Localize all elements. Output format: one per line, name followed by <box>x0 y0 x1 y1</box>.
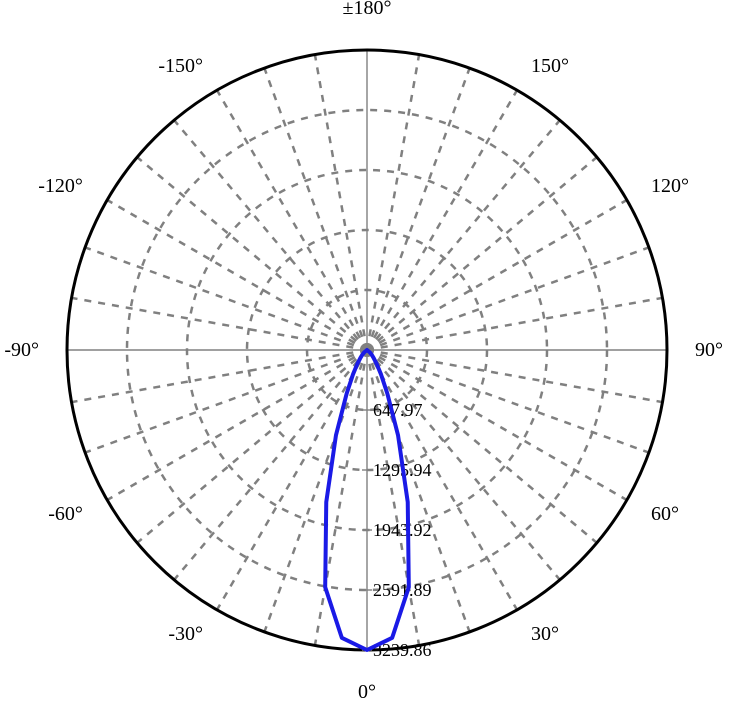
ring-label: 1943.92 <box>373 520 432 540</box>
angle-label: 120° <box>651 175 689 197</box>
angle-label: -150° <box>158 55 203 77</box>
ring-label: 647.97 <box>373 400 423 420</box>
angle-label: 90° <box>695 339 723 361</box>
polar-chart: 647.971295.941943.922591.893239.86±180°0… <box>0 0 735 708</box>
angle-label: -90° <box>4 339 39 361</box>
angle-label: -60° <box>48 503 83 525</box>
angle-label: ±180° <box>343 0 392 19</box>
angle-label: 0° <box>358 681 376 703</box>
angle-label: 30° <box>531 623 559 645</box>
angle-label: 60° <box>651 503 679 525</box>
angle-label: -120° <box>38 175 83 197</box>
ring-label: 2591.89 <box>373 580 432 600</box>
angle-label: -30° <box>168 623 203 645</box>
angle-label: 150° <box>531 55 569 77</box>
polar-chart-svg: 647.971295.941943.922591.893239.86±180°0… <box>0 0 735 708</box>
